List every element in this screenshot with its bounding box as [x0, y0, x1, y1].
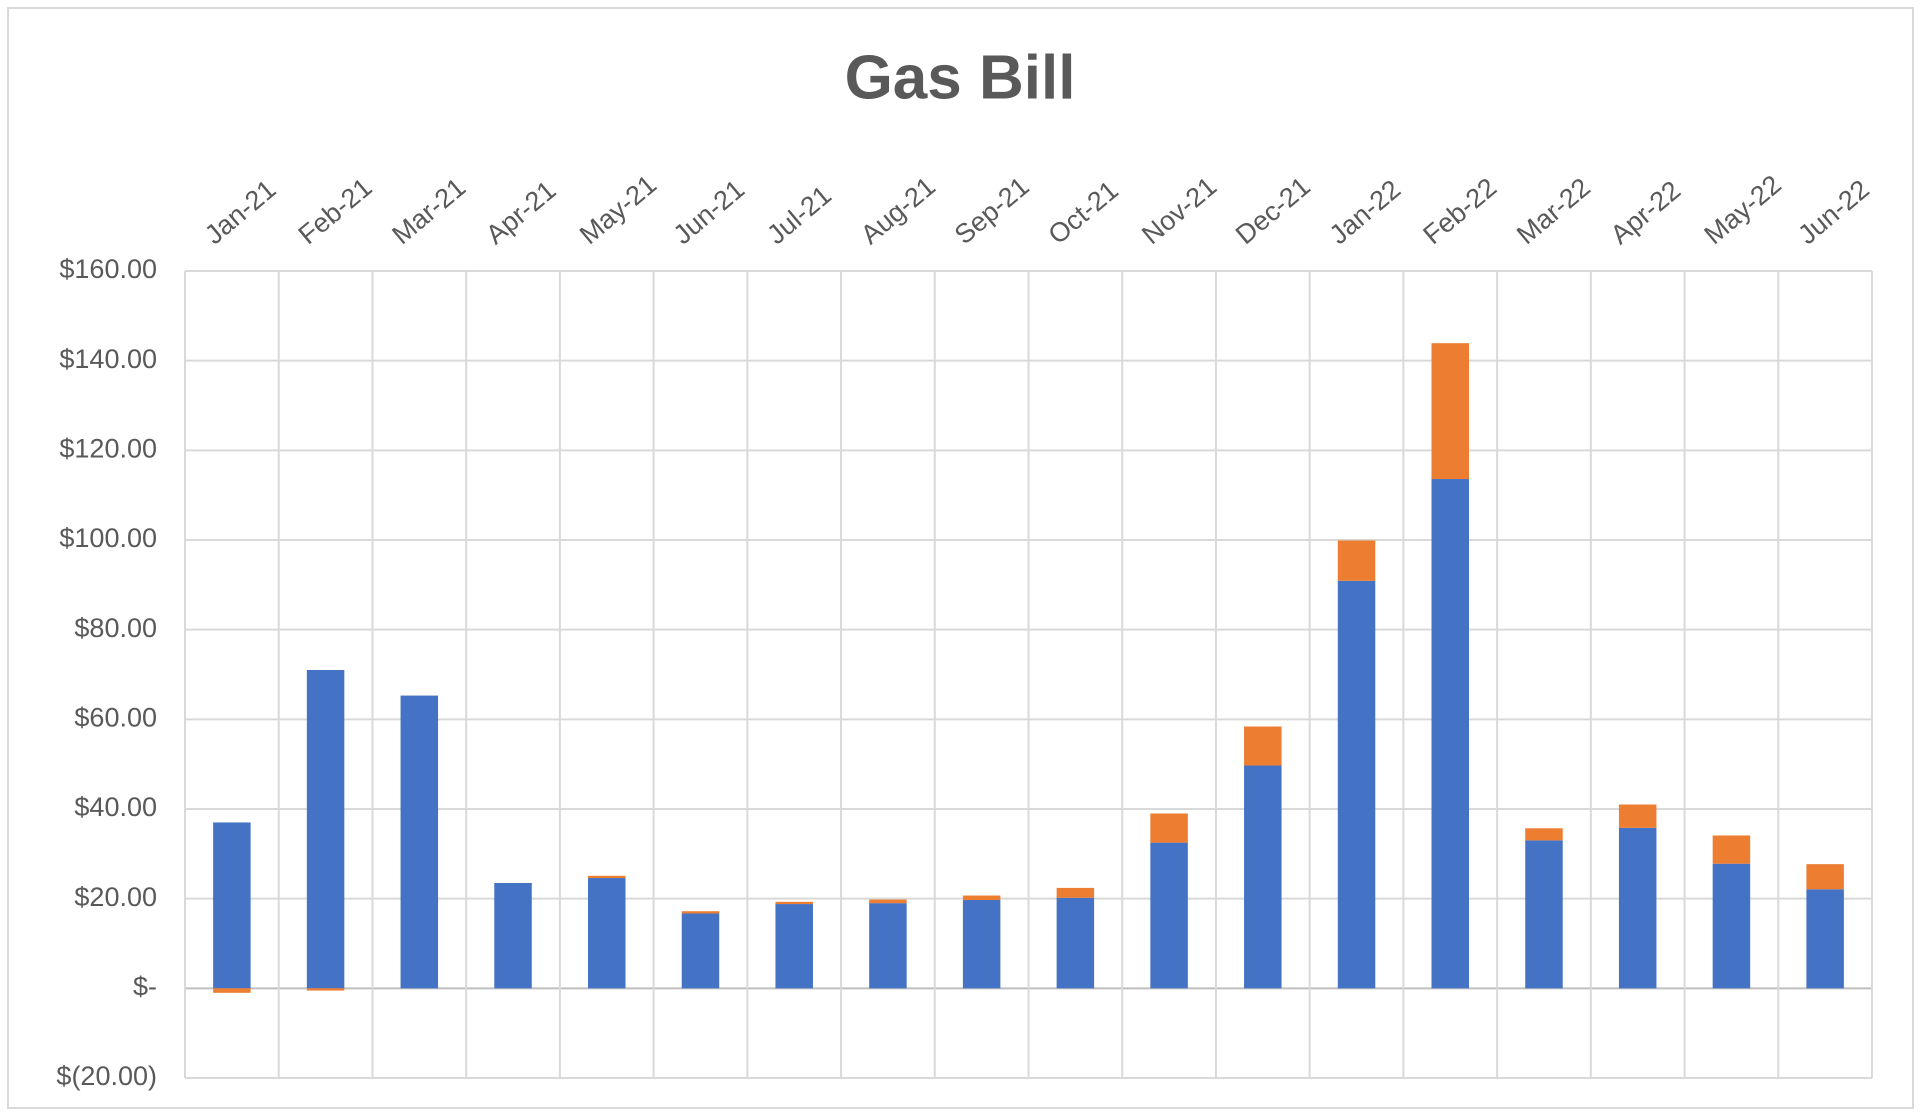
bar-segment — [1244, 726, 1282, 766]
bar-segment — [869, 899, 907, 904]
bar-segment — [1150, 813, 1188, 843]
bar-segment — [494, 882, 532, 989]
y-tick-label: $40.00 — [74, 792, 157, 822]
y-tick-label: $80.00 — [74, 613, 157, 643]
bar-segment — [681, 913, 720, 989]
bar-segment — [962, 900, 1001, 989]
y-tick-label: $- — [133, 971, 157, 1001]
y-tick-label: $100.00 — [59, 523, 157, 553]
bar-segment — [775, 904, 813, 989]
y-tick-label: $140.00 — [59, 344, 157, 374]
bar-segment — [1337, 540, 1376, 581]
bar-segment — [306, 988, 345, 991]
bar-segment — [588, 875, 626, 879]
bar-segment — [1525, 840, 1563, 989]
bar-segment — [1056, 897, 1095, 989]
bar-segment — [1431, 479, 1469, 989]
bar-segment — [1712, 863, 1751, 989]
bar-segment — [1150, 842, 1188, 989]
y-tick-label: $(20.00) — [56, 1061, 157, 1091]
bar-segment — [306, 670, 345, 989]
bar-segment — [213, 988, 251, 993]
chart-title: Gas Bill — [845, 43, 1076, 112]
bar-segment — [1806, 889, 1844, 989]
bar-segment — [400, 695, 439, 989]
bar-segment — [1618, 804, 1657, 828]
bar-segment — [1337, 580, 1376, 989]
y-tick-label: $60.00 — [74, 702, 157, 732]
bar-segment — [1618, 827, 1657, 989]
bar-segment — [1056, 887, 1095, 898]
bar-segment — [1806, 864, 1844, 890]
bar-segment — [213, 822, 251, 989]
y-tick-label: $20.00 — [74, 882, 157, 912]
bar-segment — [1431, 343, 1469, 480]
bar-segment — [869, 903, 907, 989]
y-tick-label: $120.00 — [59, 433, 157, 463]
bar-segment — [1525, 828, 1563, 841]
bar-segment — [588, 878, 626, 989]
y-tick-label: $160.00 — [59, 254, 157, 284]
bar-segment — [681, 911, 720, 914]
bar-segment — [775, 901, 813, 905]
bar-segment — [1712, 835, 1751, 864]
bar-segment — [962, 895, 1001, 901]
bar-segment — [1244, 765, 1282, 989]
